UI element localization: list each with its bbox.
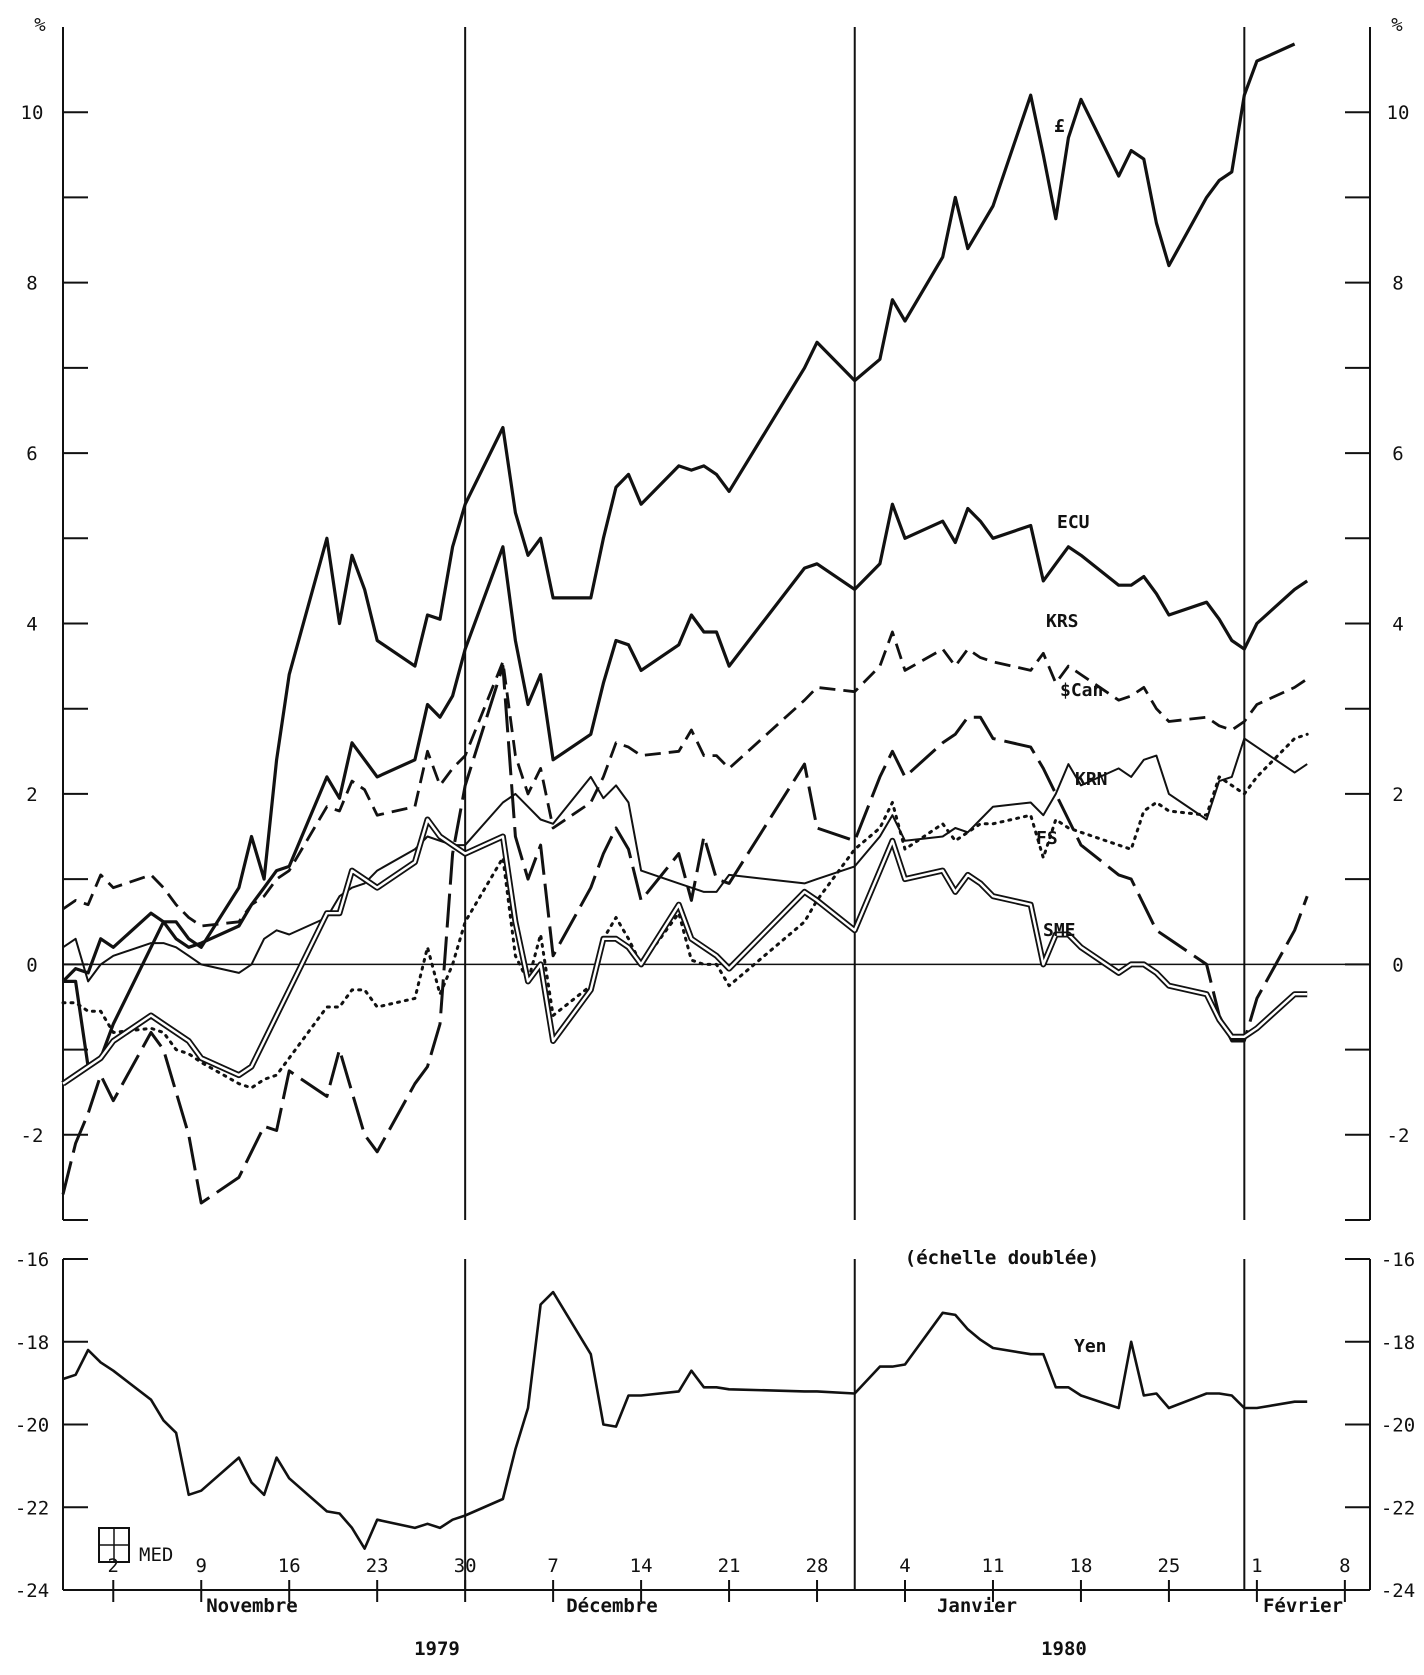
series-label-gbp: £ [1054,116,1065,137]
day-tick-label: 2 [108,1555,119,1577]
day-tick-label: 18 [1070,1555,1093,1577]
day-tick-label: 7 [547,1555,558,1577]
upper-unit-left: % [34,14,46,36]
upper-y-tick-label-right: 0 [1392,954,1403,976]
day-tick-label: 25 [1157,1555,1180,1577]
month-label-decembre: Décembre [566,1595,658,1617]
series-line-can [61,664,1309,1205]
upper-y-tick-label-left: -2 [21,1125,44,1147]
lower-y-tick-label-left: -18 [15,1332,49,1354]
frame-layer [62,27,1371,1602]
series-label-can: $Can [1060,680,1103,701]
upper-y-tick-label-right: 6 [1392,443,1403,465]
upper-y-tick-label-left: 6 [26,443,37,465]
series-label-fs: FS [1036,828,1058,849]
upper-y-tick-label-left: 4 [26,614,37,636]
day-tick-label: 9 [196,1555,207,1577]
lower-y-tick-label-left: -22 [15,1497,49,1519]
day-tick-label: 28 [806,1555,829,1577]
day-tick-label: 21 [718,1555,741,1577]
month-label-fevrier: Février [1263,1595,1343,1617]
series-label-ecu: ECU [1057,512,1090,533]
day-tick-label: 16 [278,1555,301,1577]
lower-y-tick-label-right: -22 [1381,1497,1415,1519]
series-line-krs [62,630,1308,928]
lower-y-tick-label-right: -24 [1381,1580,1415,1602]
lower-y-tick-label-left: -16 [15,1249,49,1271]
year-label-1980: 1980 [1041,1638,1087,1660]
lower-y-tick-label-right: -20 [1381,1415,1415,1437]
day-tick-label: 23 [366,1555,389,1577]
day-tick-label: 30 [454,1555,477,1577]
lower-y-tick-label-left: -20 [15,1415,49,1437]
lower-y-tick-label-right: -18 [1381,1332,1415,1354]
series-sme-outer [61,816,1308,1087]
day-tick-label: 8 [1339,1555,1350,1577]
day-tick-label: 1 [1251,1555,1262,1577]
series-label-krn: KRN [1075,769,1108,790]
day-tick-label: 4 [899,1555,910,1577]
upper-y-tick-label-left: 2 [26,784,37,806]
series-layer [61,42,1309,1550]
upper-y-tick-label-left: 10 [21,102,44,124]
series-sme-inner [62,818,1308,1085]
scale-note: (échelle doublée) [905,1247,1099,1269]
series-line-gbp [63,42,1296,1069]
series-label-krs: KRS [1046,611,1079,632]
series-label-sme: SME [1043,920,1076,941]
series-line-yen [62,1290,1308,1550]
month-label-janvier: Janvier [937,1595,1017,1617]
upper-y-tick-label-right: -2 [1387,1125,1410,1147]
lower-y-tick-label-left: -24 [15,1580,49,1602]
series-line-fs [62,737,1308,983]
upper-y-tick-label-right: 4 [1392,614,1403,636]
day-tick-label: 14 [630,1555,653,1577]
series-line-ecu [61,502,1309,983]
day-tick-label: 11 [982,1555,1005,1577]
year-label-1979: 1979 [414,1638,460,1660]
upper-y-tick-label-left: 0 [26,954,37,976]
text-layer: (échelle doublée) % % Novembre Décembre … [15,14,1415,1660]
logo-text: MED [139,1544,173,1566]
lower-y-tick-label-right: -16 [1381,1249,1415,1271]
month-label-novembre: Novembre [206,1595,298,1617]
series-line-krn [61,732,1309,1090]
upper-y-tick-label-right: 8 [1392,273,1403,295]
upper-unit-right: % [1391,14,1403,36]
upper-y-tick-label-right: 10 [1387,102,1410,124]
upper-y-tick-label-right: 2 [1392,784,1403,806]
upper-y-tick-label-left: 8 [26,273,37,295]
publisher-logo: MED [98,1527,173,1566]
series-label-yen: Yen [1074,1336,1107,1357]
